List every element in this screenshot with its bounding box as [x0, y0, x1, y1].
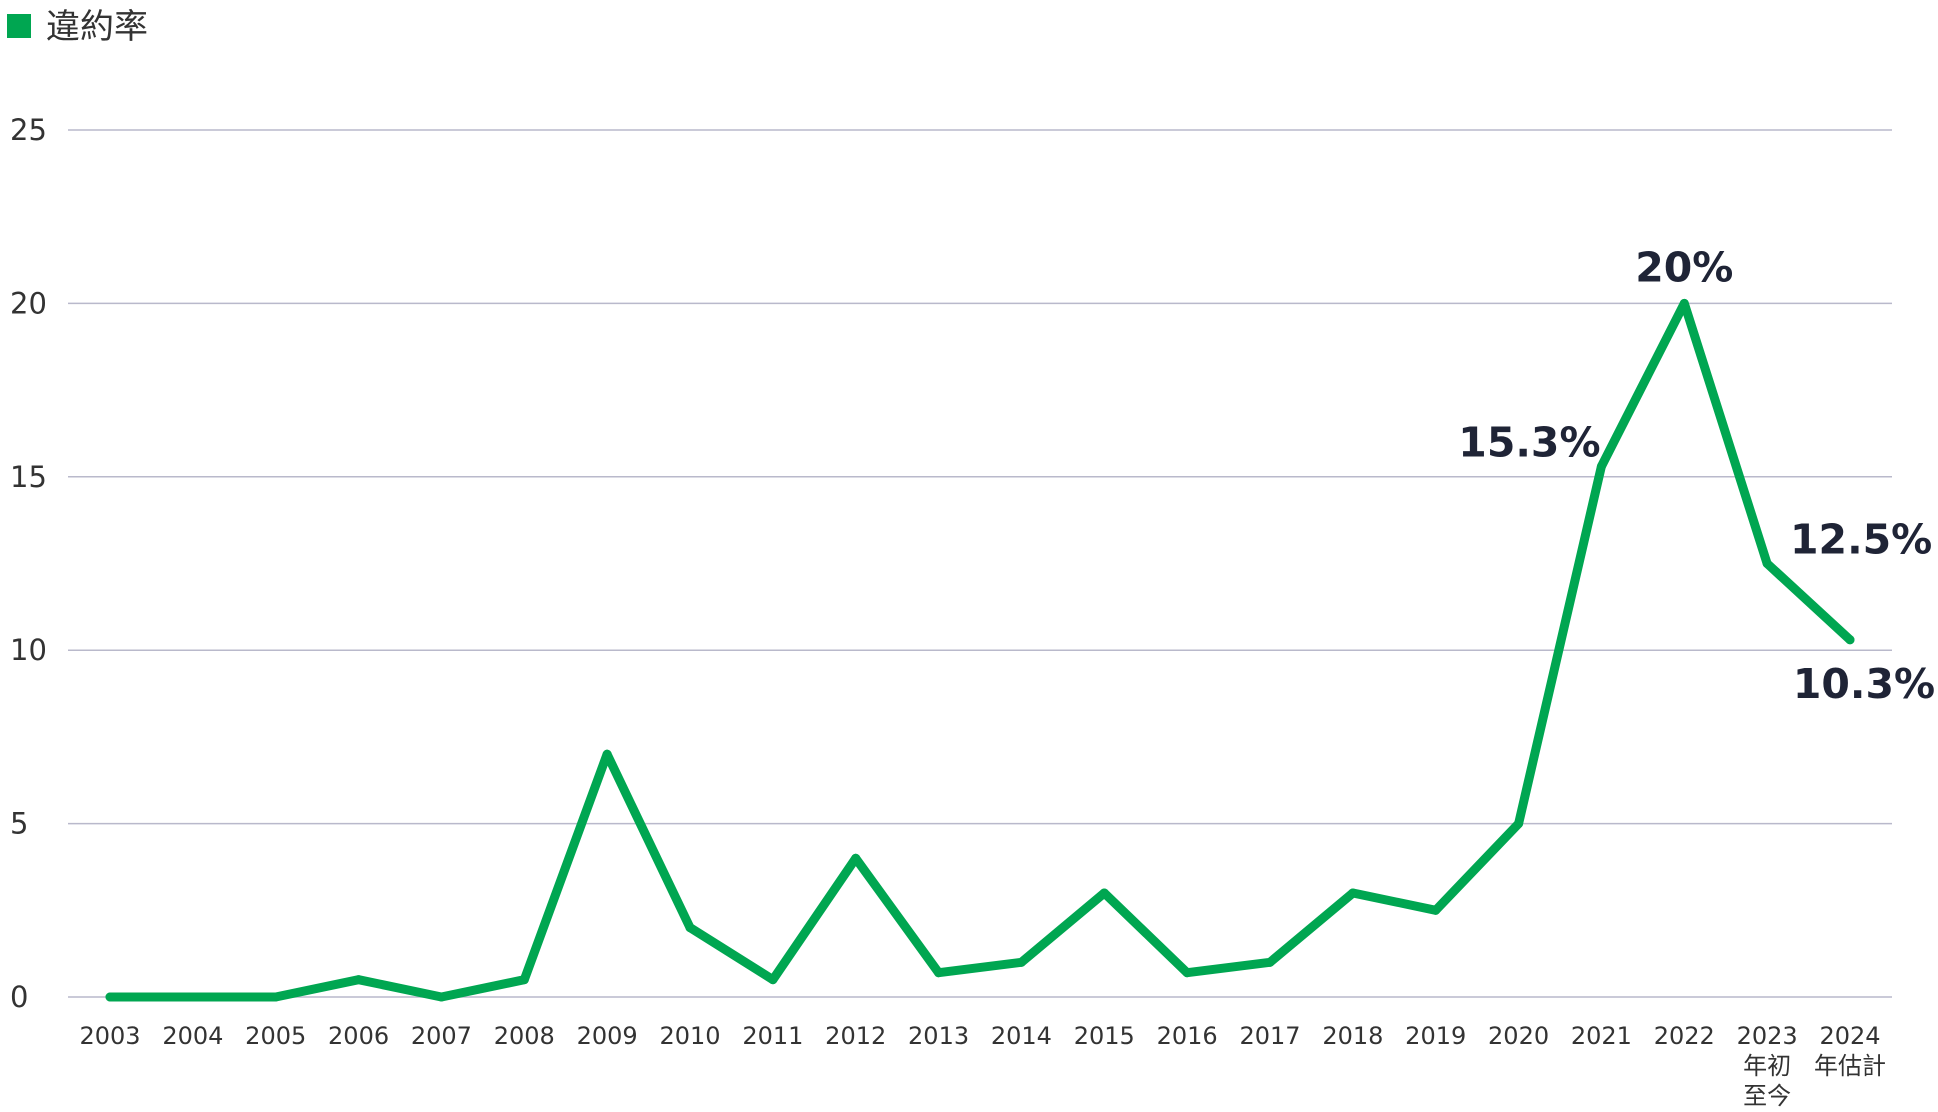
data-point: [1431, 905, 1441, 915]
x-tick-label: 2010: [659, 1022, 720, 1050]
x-tick-label: 2014: [991, 1022, 1052, 1050]
x-tick-label: 2003: [79, 1022, 140, 1050]
x-tick-label: 2004: [162, 1022, 223, 1050]
data-point: [851, 853, 861, 863]
data-point: [354, 975, 364, 985]
x-tick-label: 2020: [1488, 1022, 1549, 1050]
data-labels: 15.3% 20% 12.5% 10.3%: [1458, 243, 1935, 707]
data-point: [768, 975, 778, 985]
legend-swatch: [7, 14, 31, 38]
y-tick-label: 5: [10, 807, 28, 841]
data-label: 10.3%: [1793, 660, 1935, 708]
data-point: [188, 992, 198, 1002]
y-tick-label: 25: [10, 113, 47, 147]
data-point: [436, 992, 446, 1002]
data-point: [271, 992, 281, 1002]
data-point: [934, 968, 944, 978]
data-point: [1679, 298, 1689, 308]
data-point: [1265, 957, 1275, 967]
y-tick-label: 15: [10, 460, 47, 494]
x-tick-label: 2011: [742, 1022, 803, 1050]
x-tick-label: 2022: [1654, 1022, 1715, 1050]
data-point: [1845, 635, 1855, 645]
x-tick-label: 2013: [908, 1022, 969, 1050]
y-tick-label: 20: [10, 286, 47, 320]
x-tick-label: 2016: [1157, 1022, 1218, 1050]
data-point: [602, 749, 612, 759]
data-point: [1514, 819, 1524, 829]
data-point: [519, 975, 529, 985]
x-tick-label: 2005: [245, 1022, 306, 1050]
y-tick-label: 10: [10, 633, 47, 667]
x-tick-label: 2019: [1405, 1022, 1466, 1050]
y-tick-label: 0: [10, 980, 28, 1014]
series-layer: [105, 298, 1855, 1002]
x-tick-label: 2008: [494, 1022, 555, 1050]
legend: 違約率: [7, 7, 148, 47]
data-point: [105, 992, 115, 1002]
x-tick-label: 2012: [825, 1022, 886, 1050]
x-tick-label: 2006: [328, 1022, 389, 1050]
data-point: [1016, 957, 1026, 967]
data-point: [1348, 888, 1358, 898]
data-point: [1182, 968, 1192, 978]
data-point: [1762, 559, 1772, 568]
x-tick-label: 2018: [1322, 1022, 1383, 1050]
x-tick-label: 2024 年估計: [1814, 1022, 1886, 1080]
data-label: 15.3%: [1458, 418, 1600, 466]
x-tick-label: 2023 年初至今: [1737, 1022, 1798, 1110]
data-point: [1596, 461, 1606, 471]
gridlines: [68, 129, 1892, 998]
legend-label: 違約率: [46, 7, 148, 47]
x-axis: 2003 2004 2005 2006 2007 2008 2009 2010 2011 2012…: [79, 1022, 1886, 1110]
data-label: 20%: [1635, 243, 1733, 291]
data-point: [685, 923, 695, 933]
y-axis: 0 5 10 15 20 25: [10, 113, 47, 1014]
data-point: [1099, 888, 1109, 898]
x-tick-label: 2017: [1239, 1022, 1300, 1050]
data-label: 12.5%: [1790, 516, 1932, 564]
x-tick-label: 2021: [1571, 1022, 1632, 1050]
x-tick-label: 2007: [411, 1022, 472, 1050]
x-tick-label: 2009: [577, 1022, 638, 1050]
x-tick-label: 2015: [1074, 1022, 1135, 1050]
series-line: [105, 298, 1855, 1002]
